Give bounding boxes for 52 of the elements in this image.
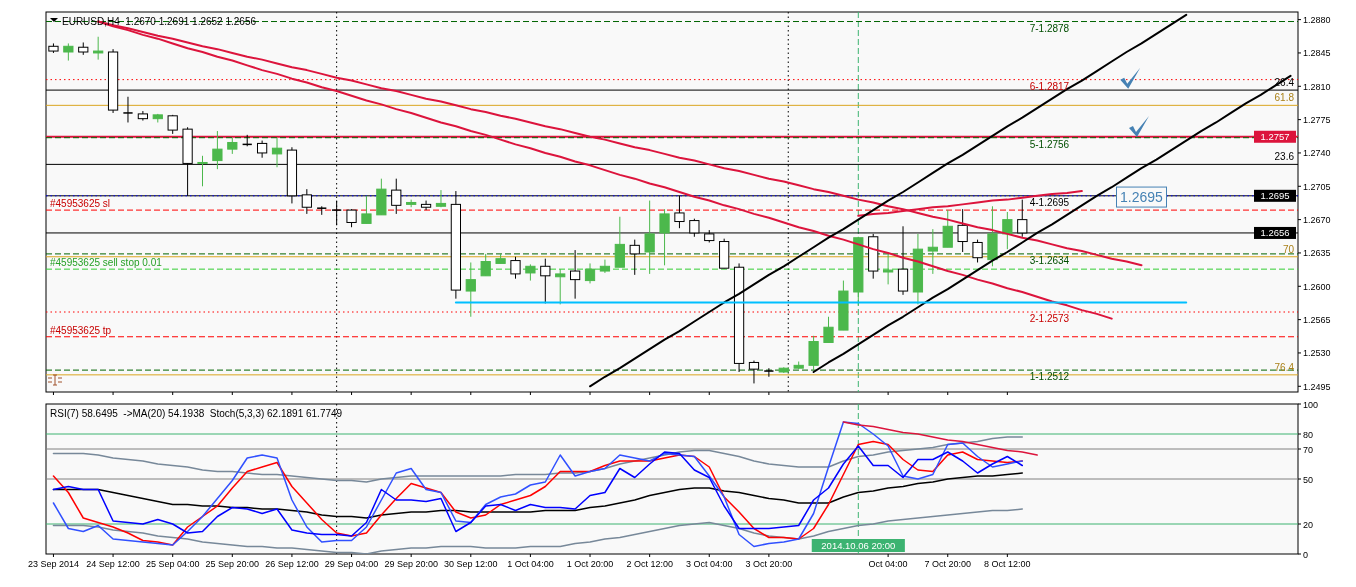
annotation: 2014.10.06 20:00 — [821, 540, 896, 551]
ref-line-label: 1.2757 — [1260, 131, 1290, 143]
y-tick-label: 1.2670 — [1303, 215, 1331, 226]
y-tick-label: 1.2775 — [1303, 115, 1331, 126]
x-tick-label: 25 Sep 20:00 — [205, 559, 260, 569]
x-tick-label: 24 Sep 12:00 — [86, 559, 140, 569]
x-tick-label: 1 Oct 20:00 — [566, 559, 614, 569]
annotation: 61.8 — [1274, 92, 1295, 104]
annotation: 1.2695 — [1120, 189, 1164, 206]
annotation: 7-1.2878 — [1029, 22, 1070, 34]
ref-line-label: 1.2695 — [1260, 190, 1290, 202]
y-tick-label: 20 — [1303, 519, 1314, 530]
y-tick-label: 100 — [1303, 399, 1319, 410]
y-tick-label: 1.2705 — [1303, 181, 1331, 192]
ref-line-label: 1.2656 — [1260, 227, 1290, 239]
y-tick-label: 1.2880 — [1303, 15, 1331, 26]
annotation: 5-1.2756 — [1029, 138, 1070, 150]
annotation: #45953625 tp — [50, 324, 112, 336]
annotation: 23.6 — [1274, 151, 1295, 163]
y-tick-label: 1.2495 — [1303, 381, 1331, 392]
x-tick-label: 25 Sep 04:00 — [145, 559, 200, 569]
chart-title: RSI(7) 58.6495 ->MA(20) 54.1938 Stoch(5,3,3) 62.1891 61.7749 — [50, 408, 343, 419]
x-tick-label: 26 Sep 12:00 — [265, 559, 319, 569]
x-tick-label: 3 Oct 20:00 — [745, 559, 793, 569]
x-tick-label: 29 Sep 04:00 — [324, 559, 379, 569]
y-tick-label: 1.2565 — [1303, 315, 1331, 326]
annotation: #45953625 sell stop 0.01 — [50, 257, 163, 269]
annotation: 6-1.2817 — [1029, 80, 1070, 92]
y-tick-label: 0 — [1303, 549, 1309, 560]
y-tick-label: 80 — [1303, 429, 1314, 440]
y-tick-label: 50 — [1303, 474, 1314, 485]
x-tick-label: 3 Oct 04:00 — [686, 559, 733, 569]
x-tick-label: 30 Sep 12:00 — [444, 559, 498, 569]
y-tick-label: 1.2845 — [1303, 48, 1331, 59]
y-tick-label: 70 — [1303, 444, 1314, 455]
annotation: 3-1.2634 — [1029, 254, 1070, 266]
x-tick-label: 8 Oct 12:00 — [984, 559, 1031, 569]
y-tick-label: 1.2635 — [1303, 248, 1331, 259]
annotation: #45953625 sl — [50, 198, 111, 210]
x-tick-label: 7 Oct 20:00 — [924, 559, 971, 569]
y-tick-label: 1.2740 — [1303, 148, 1331, 159]
x-tick-label: Oct 04:00 — [868, 559, 908, 569]
annotation: 70 — [1282, 243, 1295, 255]
y-tick-label: 1.2810 — [1303, 81, 1331, 92]
annotation: 4-1.2695 — [1029, 196, 1070, 208]
x-tick-label: 23 Sep 2014 — [27, 559, 79, 569]
y-tick-label: 1.2600 — [1303, 281, 1331, 292]
x-tick-label: 2 Oct 12:00 — [626, 559, 673, 569]
x-tick-label: 29 Sep 20:00 — [384, 559, 438, 569]
x-tick-label: 1 Oct 04:00 — [507, 559, 554, 569]
y-tick-label: 1.2530 — [1303, 348, 1331, 359]
annotation: 2-1.2573 — [1029, 313, 1070, 324]
